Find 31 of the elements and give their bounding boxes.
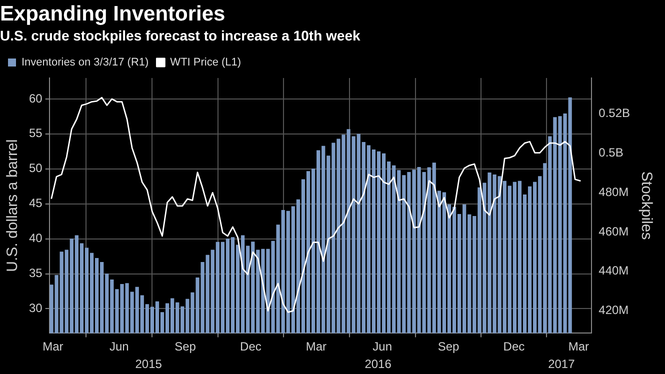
y2-tick-label: 0.52B	[598, 106, 630, 120]
y2-tick-label: 480M	[598, 184, 629, 199]
x2-tick-label: 2015	[135, 357, 162, 372]
y-axis-title: U.S. dollars a barrel	[4, 139, 22, 272]
y-tick-label: 35	[28, 266, 43, 280]
y-tick-label: 30	[28, 301, 43, 316]
x-tick-label: Dec	[503, 340, 525, 354]
x-tick-label: Mar	[306, 340, 327, 354]
y2-tick-label: 0.5B	[598, 145, 624, 160]
x2-tick-label: 2016	[364, 357, 392, 372]
x-tick-label: Sep	[174, 340, 196, 354]
x-tick-label: Sep	[438, 340, 460, 354]
y-tick-label: 50	[28, 161, 43, 176]
x-tick-label: Jun	[109, 340, 129, 354]
x-tick-label: Jun	[372, 340, 392, 354]
y2-tick-label: 440M	[598, 264, 629, 278]
legend-label: Inventories on 3/3/17 (R1)	[22, 56, 149, 69]
x2-tick-label: 2017	[548, 357, 576, 372]
legend-label: WTI Price (L1)	[170, 56, 242, 69]
y-tick-label: 55	[28, 126, 43, 140]
y2-axis-title: Stockpiles	[638, 171, 655, 240]
y-tick-label: 45	[28, 196, 43, 210]
x-tick-label: Mar	[42, 340, 64, 354]
y-tick-label: 40	[28, 231, 43, 246]
chart-title: Expanding Inventories	[0, 2, 226, 26]
chart-subtitle: U.S. crude stockpiles forecast to increase a 10th week	[0, 27, 360, 44]
y2-tick-label: 420M	[598, 303, 629, 318]
x-tick-label: Dec	[240, 340, 262, 354]
x-tick-label: Mar	[568, 340, 590, 354]
y2-tick-label: 460M	[598, 224, 629, 238]
y-tick-label: 60	[28, 91, 43, 106]
